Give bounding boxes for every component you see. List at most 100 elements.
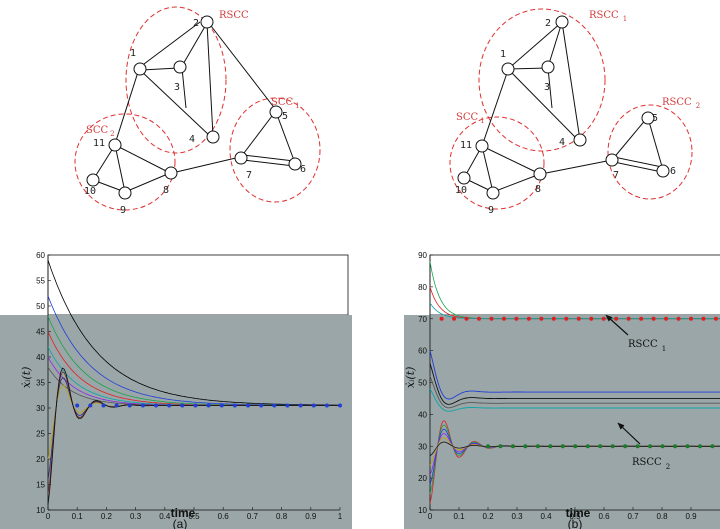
rscc2-marker (598, 444, 603, 449)
rscc2-marker (660, 444, 665, 449)
consensus-marker (219, 403, 224, 408)
node-3 (541, 60, 555, 74)
rscc2-marker (610, 444, 615, 449)
node-3 (173, 60, 187, 74)
rscc1-marker (614, 316, 619, 321)
node-label: 1 (130, 48, 136, 59)
consensus-marker (272, 403, 277, 408)
region-scc1 (229, 97, 321, 203)
rscc1-marker (664, 316, 669, 321)
x-tick-label: 1 (338, 512, 343, 521)
y-tick-label: 30 (36, 404, 45, 413)
consensus-marker (206, 403, 211, 408)
rscc1-marker (526, 316, 531, 321)
rscc2-marker (697, 444, 702, 449)
plot-a-area (0, 315, 352, 529)
x-tick-label: 0.7 (627, 512, 639, 521)
x-tick-label: 0.4 (159, 512, 171, 521)
series-line (429, 375, 720, 409)
consensus-marker (101, 403, 106, 408)
consensus-marker (232, 403, 237, 408)
node-2 (555, 15, 569, 29)
y-tick-label: 80 (418, 283, 427, 292)
rscc1-marker (601, 316, 606, 321)
series-line (429, 388, 720, 412)
rscc1-marker (639, 316, 644, 321)
node-label: 4 (189, 134, 195, 145)
plot-a-panel-label: (a) (173, 517, 188, 529)
x-tick-label: 0.3 (130, 512, 142, 521)
rscc1-marker (701, 316, 706, 321)
rscc2-marker (673, 444, 678, 449)
node-1 (133, 62, 147, 76)
node-10 (457, 171, 471, 185)
rscc1-marker (564, 316, 569, 321)
node-label: 11 (93, 138, 105, 149)
y-tick-label: 20 (418, 474, 427, 483)
rscc2-marker (510, 444, 515, 449)
x-tick-label: 0 (46, 512, 51, 521)
rscc1-marker (651, 316, 656, 321)
x-tick-label: 0.2 (101, 512, 113, 521)
rscc1-marker (626, 316, 631, 321)
rscc2-marker (585, 444, 590, 449)
region-label: RSCC 2 (662, 97, 700, 110)
rscc2-marker (535, 444, 540, 449)
y-tick-label: 10 (36, 506, 45, 515)
node-11 (475, 139, 489, 153)
node-label: 5 (282, 111, 288, 122)
consensus-marker (298, 403, 303, 408)
rscc1-marker (452, 316, 457, 321)
y-tick-label: 25 (36, 430, 45, 439)
node-label: 9 (120, 205, 126, 216)
annotation-rscc2: RSCC 2 (632, 457, 670, 471)
rscc1-marker (676, 316, 681, 321)
annotation-arrow-rscc2 (617, 422, 641, 445)
node-7 (605, 153, 619, 167)
x-tick-label: 0.4 (540, 512, 552, 521)
y-tick-label: 30 (418, 442, 427, 451)
plot-b-area-top (429, 254, 720, 316)
x-tick-label: 0.5 (569, 512, 581, 521)
node-9 (118, 186, 132, 200)
rscc2-marker (560, 444, 565, 449)
consensus-marker (154, 403, 159, 408)
node-label: 9 (488, 205, 494, 216)
x-tick-label: 0.2 (482, 512, 494, 521)
x-tick-label: 0.8 (276, 512, 288, 521)
plot-a-area-top (47, 254, 349, 316)
node-4 (573, 133, 587, 147)
consensus-marker (114, 403, 119, 408)
node-label: 8 (535, 184, 541, 195)
consensus-marker (127, 403, 132, 408)
consensus-marker (285, 403, 290, 408)
plot-b-markers (439, 316, 718, 449)
plot-b-ticks: 0 0.1 0.2 0.3 0.4 0.5 0.6 0.7 0.8 0.9 10 20 30 40 50 60… (418, 251, 720, 521)
plot-b-ylabel: ẋᵢ(t) (404, 367, 417, 388)
plot-a-ylabel: ẋᵢ(t) (20, 367, 33, 388)
region-rscc1 (478, 8, 606, 152)
node-label: 10 (455, 185, 467, 196)
x-tick-label: 0.7 (247, 512, 259, 521)
region-rscc (125, 6, 227, 154)
consensus-marker (140, 403, 145, 408)
node-11 (108, 138, 122, 152)
node-label: 7 (246, 170, 252, 181)
plot-a-ticks: 0 0.1 0.2 0.3 0.4 0.5 0.6 0.7 0.8 0.9 1 10 15 20 25 30 3… (36, 251, 343, 521)
rscc2-marker (648, 444, 653, 449)
node-label: 2 (193, 18, 199, 29)
node-label: 11 (460, 140, 472, 151)
node-8 (164, 166, 178, 180)
node-label: 8 (163, 185, 169, 196)
consensus-marker (246, 403, 251, 408)
y-tick-label: 90 (418, 251, 427, 260)
region-scc2 (74, 113, 176, 211)
rscc1-marker (576, 316, 581, 321)
node-2 (200, 15, 214, 29)
y-tick-label: 40 (36, 353, 45, 362)
plot-a-xlabel: time (171, 506, 196, 520)
x-tick-label: 0.9 (685, 512, 697, 521)
consensus-marker (311, 403, 316, 408)
rscc2-marker (548, 444, 553, 449)
y-tick-label: 10 (418, 506, 427, 515)
